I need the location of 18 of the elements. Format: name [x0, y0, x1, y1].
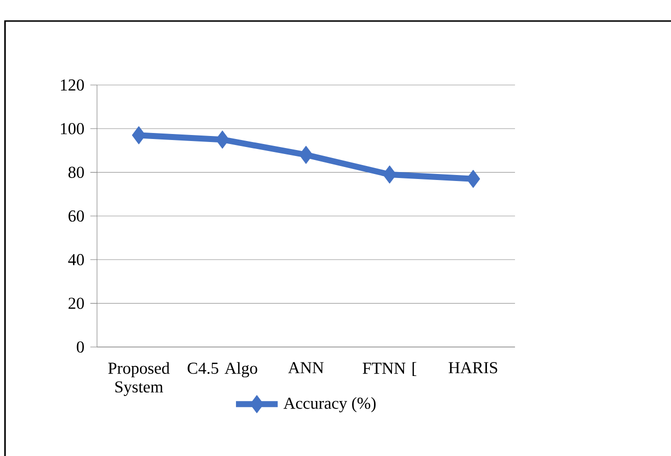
y-tick-label: 20 — [68, 298, 84, 309]
y-tick-label: 80 — [68, 166, 84, 178]
x-tick-label: HARIS — [448, 362, 498, 374]
point — [382, 166, 396, 184]
point — [132, 126, 146, 144]
x-tick-label: C4.5 Algo — [188, 362, 258, 378]
y-tick-label: 0 — [76, 341, 84, 353]
y-tick-label: 60 — [68, 210, 84, 222]
y-tick-label: 40 — [68, 254, 84, 266]
y-tick-label: 100 — [60, 123, 84, 134]
x-tick-label: FTNN [ — [362, 362, 416, 376]
y-tick-label: 120 — [60, 79, 84, 91]
legend-label: Accuracy (%) — [284, 397, 376, 412]
point — [299, 146, 313, 164]
point — [216, 130, 230, 149]
point — [466, 170, 480, 188]
x-tick-label: Proposed System — [108, 362, 170, 396]
x-tick-label: ANN — [288, 362, 324, 374]
